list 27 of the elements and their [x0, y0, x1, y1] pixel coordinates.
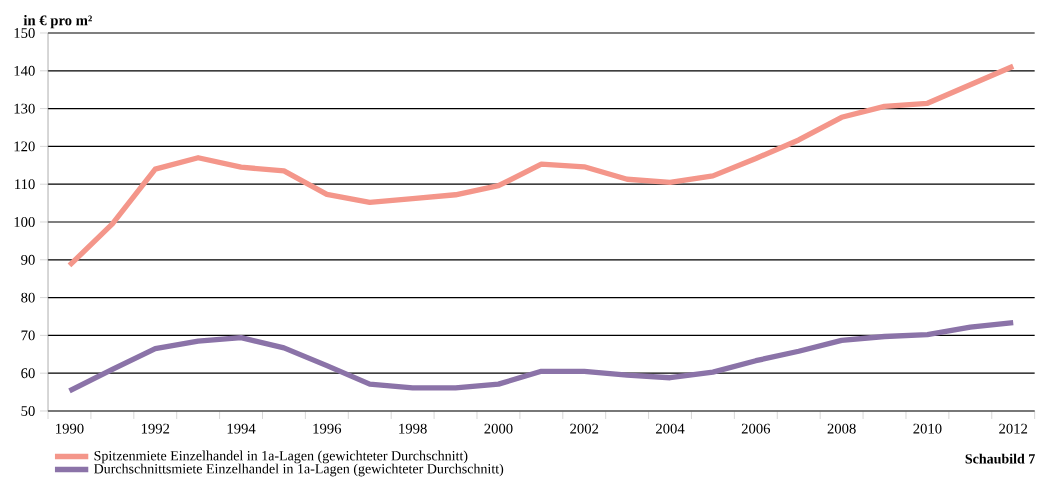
y-tick-label: 110 — [15, 179, 35, 190]
x-tick-label: 1990 — [56, 423, 84, 434]
y-tick-label: 120 — [14, 141, 35, 152]
x-tick-label: 2012 — [999, 423, 1028, 434]
x-tick-label: 1994 — [227, 423, 256, 434]
legend-label: Durchschnittsmiete Einzelhandel in 1a-Lagen (gewichteter Durchschnitt) — [94, 463, 504, 477]
x-tick-label: 1996 — [313, 423, 342, 434]
y-tick-label: 140 — [14, 65, 35, 76]
x-tick-label: 2002 — [570, 423, 599, 434]
x-tick-label: 1992 — [141, 423, 170, 434]
x-tick-label: 2000 — [484, 423, 513, 434]
x-tick-label: 2008 — [827, 423, 856, 434]
y-tick-label: 60 — [21, 368, 35, 379]
y-tick-label: 70 — [21, 330, 35, 341]
x-tick-label: 2010 — [913, 423, 942, 434]
x-tick-label: 2004 — [656, 423, 685, 434]
y-tick-label: 90 — [21, 254, 35, 265]
legend-label: Spitzenmiete Einzelhandel in 1a-Lagen (gewichteter Durchschnitt) — [94, 450, 468, 464]
y-tick-label: 150 — [14, 28, 35, 38]
x-tick-label: 2006 — [741, 423, 771, 434]
y-axis-title: in € pro m² — [23, 15, 92, 29]
text: Schaubild 7 — [965, 453, 1035, 464]
y-tick-label: 130 — [14, 103, 35, 114]
y-tick-label: 100 — [14, 217, 35, 227]
y-tick-label: 50 — [21, 406, 35, 416]
y-tick-label: 80 — [21, 292, 35, 303]
x-tick-label: 1998 — [399, 423, 427, 434]
